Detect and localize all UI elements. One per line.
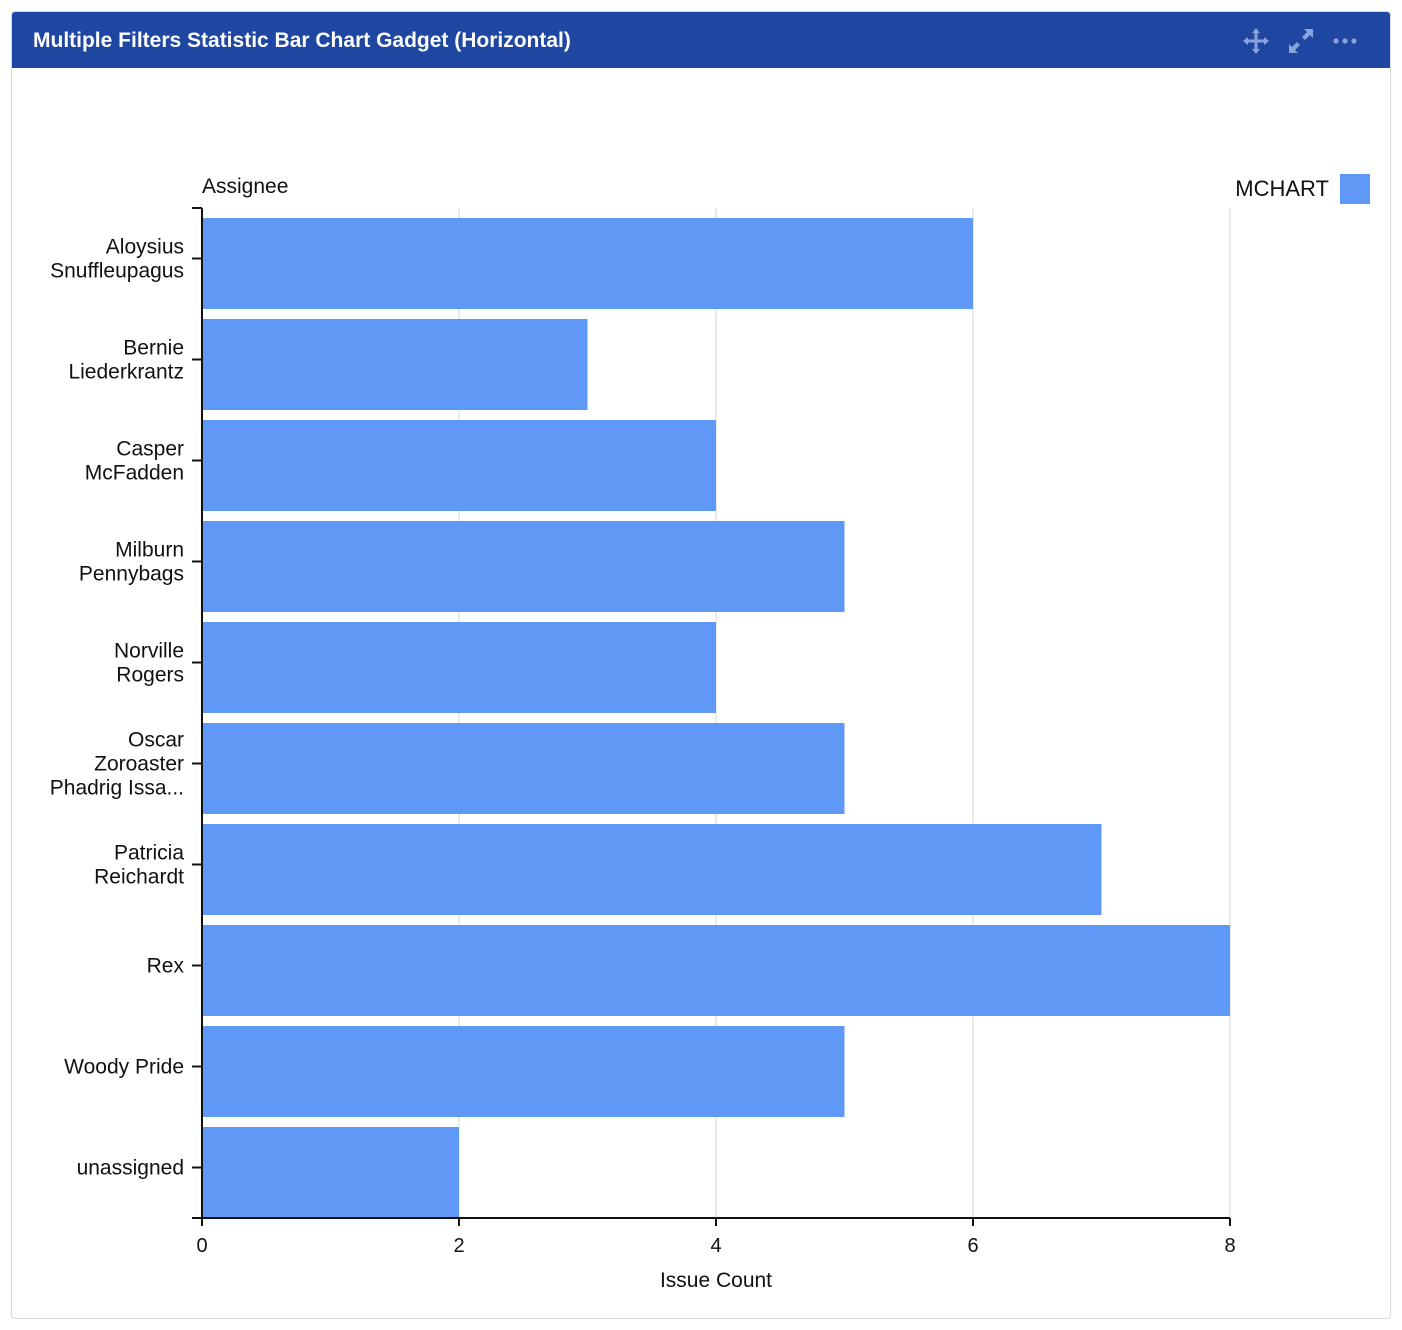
bar: [202, 420, 716, 511]
gadget-title: Multiple Filters Statistic Bar Chart Gad…: [33, 29, 571, 52]
x-tick-label: 2: [453, 1235, 464, 1257]
gadget-header: Multiple Filters Statistic Bar Chart Gad…: [12, 12, 1390, 68]
y-tick-label: Milburn: [115, 539, 184, 562]
y-tick-label: Casper: [116, 438, 184, 461]
bar: [202, 319, 588, 410]
y-tick-label: Reichardt: [94, 866, 184, 889]
y-tick-label: unassigned: [77, 1157, 184, 1180]
x-tick-label: 4: [710, 1235, 721, 1257]
y-axis-title: Assignee: [202, 175, 288, 198]
x-tick-label: 0: [196, 1235, 207, 1257]
x-tick-label: 8: [1224, 1235, 1235, 1257]
legend-swatch: [1340, 174, 1370, 204]
y-tick-label: Norville: [114, 640, 184, 663]
bar: [202, 925, 1230, 1016]
y-tick-label: Zoroaster: [94, 753, 184, 776]
y-tick-label: Phadrig Issa...: [50, 777, 184, 800]
y-tick-label: Pennybags: [79, 563, 184, 586]
bar: [202, 218, 973, 309]
x-tick-label: 6: [967, 1235, 978, 1257]
more-options-icon[interactable]: [1330, 26, 1360, 56]
y-tick-label: Rex: [147, 955, 185, 978]
y-tick-label: Woody Pride: [64, 1056, 184, 1079]
y-tick-label: Bernie: [123, 337, 184, 360]
y-tick-label: Patricia: [114, 842, 184, 865]
x-axis-title: Issue Count: [660, 1269, 772, 1292]
y-tick-label: McFadden: [85, 462, 184, 485]
bar: [202, 521, 845, 612]
bar: [202, 723, 845, 814]
y-tick-label: Snuffleupagus: [50, 260, 184, 283]
y-tick-label: Rogers: [116, 664, 184, 687]
y-tick-label: Aloysius: [106, 236, 184, 259]
bar: [202, 1127, 459, 1218]
bar: [202, 824, 1102, 915]
bar: [202, 1026, 845, 1117]
expand-icon[interactable]: [1286, 26, 1316, 56]
legend-label: MCHART: [1235, 176, 1329, 201]
y-tick-label: Liederkrantz: [68, 361, 184, 384]
move-icon[interactable]: [1241, 26, 1271, 56]
y-tick-label: Oscar: [128, 729, 184, 752]
bar: [202, 622, 716, 713]
